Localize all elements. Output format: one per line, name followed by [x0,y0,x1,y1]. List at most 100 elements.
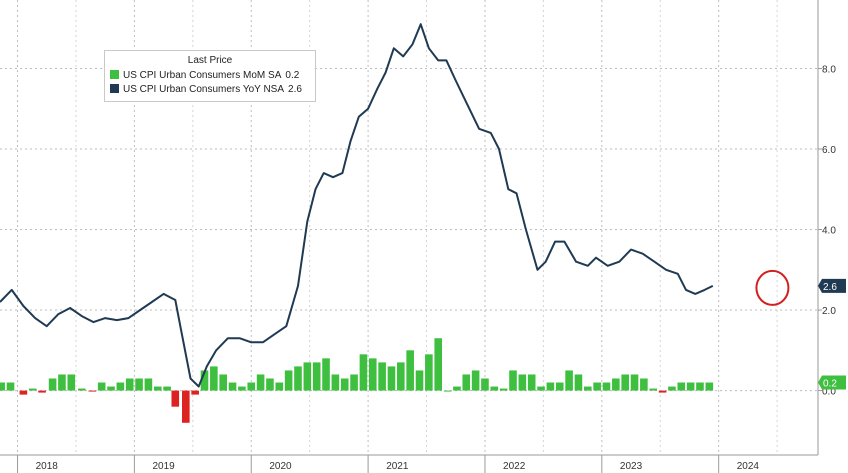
mom-bar [153,386,162,391]
x-tick-label: 2018 [36,461,59,472]
legend-value-yoy: 2.6 [288,84,302,95]
mom-bar [378,362,386,391]
mom-bar [425,354,433,391]
mom-bar [696,382,704,391]
highlight-circle [755,269,790,306]
mom-bar [219,374,227,391]
mom-bar [350,374,358,391]
mom-bar [565,370,573,391]
mom-bar [107,386,115,391]
x-tick-label: 2022 [503,461,526,472]
mom-bar [640,378,648,391]
mom-bar [210,366,218,391]
mom-bar [0,382,5,391]
mom-bar [275,382,284,391]
mom-bar [144,378,153,391]
mom-bar [6,382,15,391]
mom-bar [668,386,676,391]
mom-bar [368,358,377,391]
mom-bar [48,378,57,391]
mom-bar [97,382,106,391]
mom-bar [116,382,125,391]
legend-label-yoy: US CPI Urban Consumers YoY NSA [123,84,285,95]
y-tick-label: 6.0 [822,145,836,156]
mom-bar [163,386,171,391]
mom-bar [284,370,293,391]
yoy-line-layer [0,23,714,388]
mom-bar [546,382,555,391]
mom-bar [247,382,256,391]
mom-bar [312,362,321,391]
y-tick-label: 2.0 [822,306,836,317]
mom-bar [38,390,46,393]
mom-bar [658,390,667,393]
y-tick-label: 8.0 [822,64,836,75]
mom-bar [686,382,695,391]
mom-bar [705,382,714,391]
legend-label-mom: US CPI Urban Consumers MoM SA [123,70,282,81]
y-tick-label: 4.0 [822,226,836,237]
mom-bar [471,370,480,391]
mom-bar [238,386,246,391]
x-tick-label: 2019 [152,461,175,472]
x-tick-label: 2020 [269,461,292,472]
mom-bar [303,362,312,391]
yoy-line [0,23,714,388]
x-tick-label: 2024 [737,461,760,472]
legend: Last Price US CPI Urban Consumers MoM SA… [104,50,316,102]
mom-bar [135,378,143,391]
mom-bar [397,362,405,391]
mom-bar [434,338,443,391]
mom-bar [256,374,265,391]
legend-value-mom: 0.2 [285,70,300,81]
mom-bar [677,382,686,391]
mom-bar [171,390,180,407]
y-tick-label: 0.0 [822,387,836,398]
last-value-tag [818,278,846,293]
mom-bar [322,358,330,391]
mom-bar [490,386,499,391]
mom-bar [28,388,37,391]
mom-bar [537,386,545,391]
mom-bar [555,382,564,391]
mom-bar [359,354,368,391]
mom-bar [509,370,517,391]
mom-bar [88,390,97,392]
mom-bar [294,366,302,391]
last-value-tag [818,375,846,390]
mom-bar [78,388,86,391]
mom-bar [612,378,620,391]
mom-bar [574,374,583,391]
mom-bar [649,388,658,391]
mom-bar [462,374,471,391]
mom-bar [182,390,190,423]
mom-bar [266,378,274,391]
mom-bar [228,382,237,391]
x-tick-label: 2021 [386,461,409,472]
mom-bar [443,390,452,392]
mom-bar [453,386,461,391]
last-value-label: 2.6 [823,282,837,293]
mom-bar [415,370,424,391]
mom-bar [387,366,396,391]
mom-bar [19,390,28,395]
mom-bar [518,374,527,391]
mom-bar [406,350,414,391]
legend-swatch-yoy [110,84,119,93]
mom-bar [593,382,601,391]
mom-bar [58,374,66,391]
mom-bar [67,374,76,391]
mom-bars [0,338,714,423]
mom-bar [602,382,611,391]
mom-bar [621,374,629,391]
overlay-layer [755,269,790,306]
legend-entry-mom: US CPI Urban Consumers MoM SA 0.2 [110,70,299,82]
mom-bar [499,388,508,391]
mom-bar [125,378,134,391]
mom-bar [583,386,592,391]
mom-bar [200,370,209,391]
legend-title: Last Price [187,55,233,66]
mom-bar [331,374,340,391]
mom-bar [630,374,639,391]
mom-bar [527,374,536,391]
